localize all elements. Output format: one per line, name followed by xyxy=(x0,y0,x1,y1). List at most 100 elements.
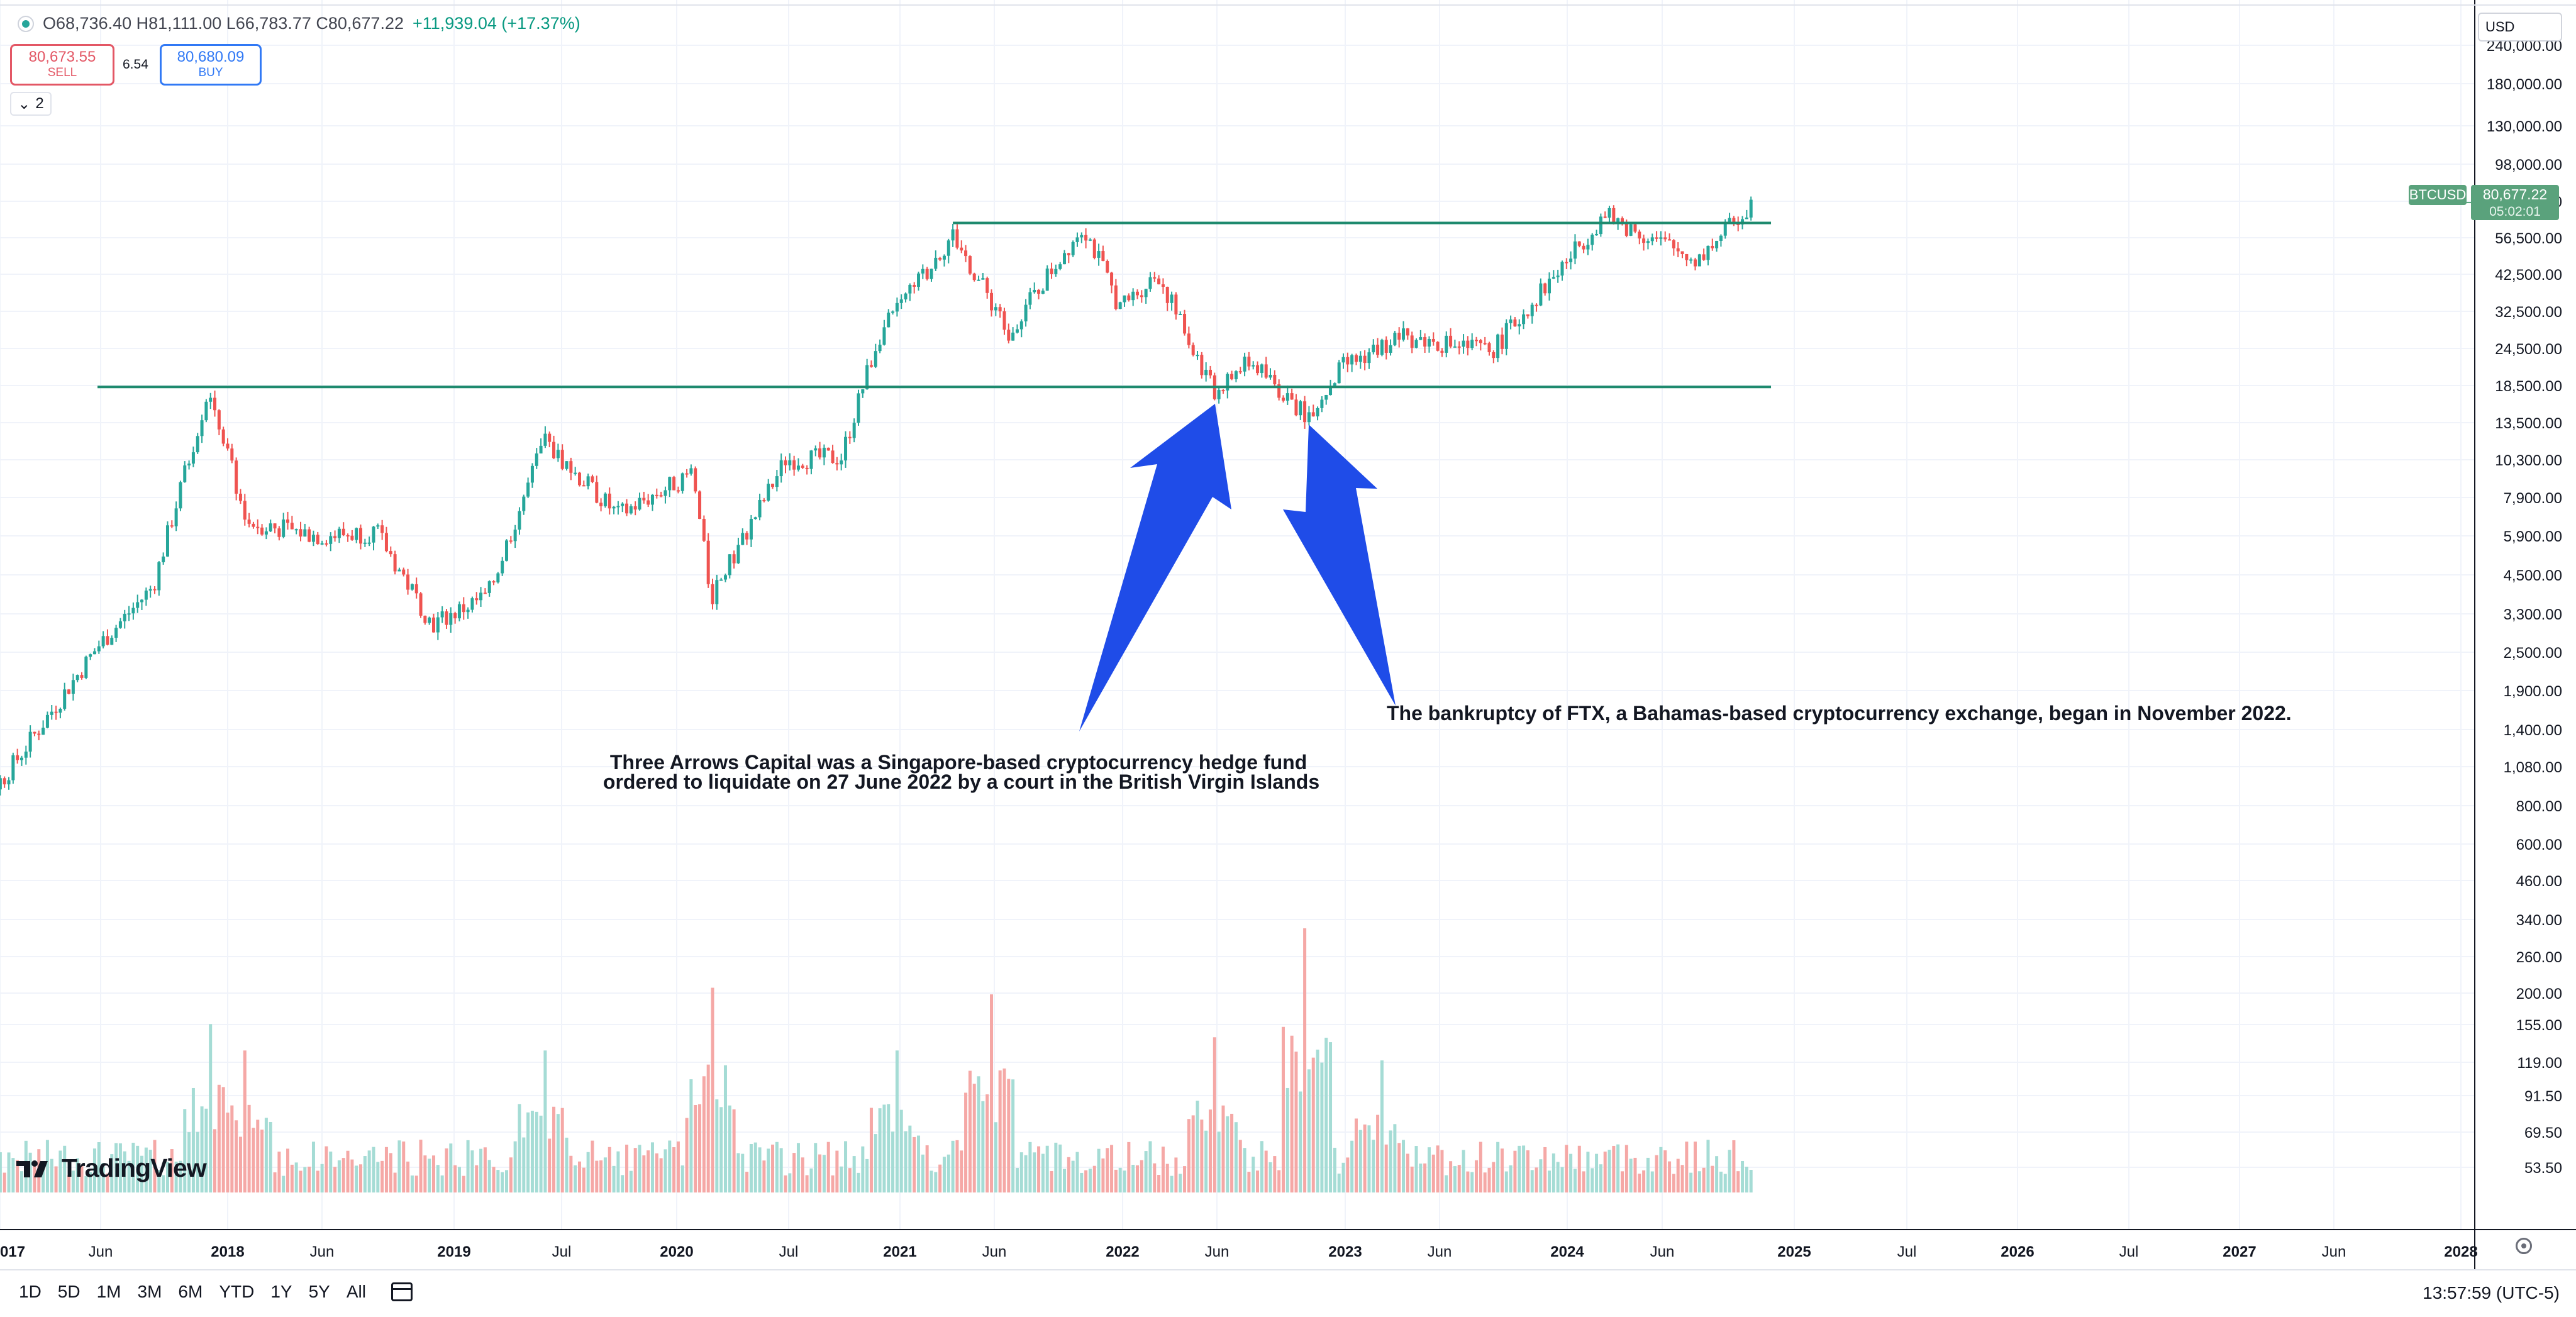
volume-bar xyxy=(981,1101,985,1192)
candle-body xyxy=(24,751,28,758)
candle-body xyxy=(131,608,135,614)
candle-body xyxy=(1303,401,1307,423)
volume-bar xyxy=(1577,1145,1581,1192)
volume-bar xyxy=(917,1135,921,1192)
volume-bar xyxy=(865,1159,869,1192)
price-tag-symbol: BTCUSD xyxy=(2409,187,2466,203)
volume-bar xyxy=(1260,1141,1263,1192)
volume-bar xyxy=(938,1164,942,1192)
volume-bar xyxy=(1144,1151,1148,1192)
range-1m-button[interactable]: 1M xyxy=(96,1282,121,1301)
volume-bar xyxy=(191,1087,195,1192)
candle-body xyxy=(1028,292,1032,305)
range-1y-button[interactable]: 1Y xyxy=(270,1282,292,1301)
range-6m-button[interactable]: 6M xyxy=(178,1282,203,1301)
candle-body xyxy=(650,494,654,505)
candle-body xyxy=(3,778,6,785)
candle-body xyxy=(1019,321,1023,330)
candle-body xyxy=(1646,241,1650,243)
volume-bar xyxy=(775,1142,779,1192)
candle-body xyxy=(543,433,547,446)
x-tick-label: Jun xyxy=(310,1243,335,1260)
candle-body xyxy=(1380,340,1384,355)
volume-bar xyxy=(913,1136,916,1192)
volume-bar xyxy=(80,1165,84,1192)
x-tick-label: Jul xyxy=(552,1243,572,1260)
volume-bar xyxy=(1492,1162,1496,1192)
volume-bar xyxy=(1676,1159,1680,1192)
volume-bar xyxy=(1642,1170,1646,1192)
candle-body xyxy=(1406,328,1409,336)
volume-bar xyxy=(1633,1157,1637,1192)
y-tick-label: 460.00 xyxy=(2516,873,2562,890)
volume-bar xyxy=(200,1106,204,1192)
calendar-icon[interactable] xyxy=(391,1282,413,1301)
volume-bar xyxy=(921,1154,924,1192)
x-tick-label: 2018 xyxy=(211,1243,244,1260)
candle-body xyxy=(1140,295,1143,297)
tradingview-logo[interactable]: TradingView xyxy=(15,1153,207,1183)
candle-body xyxy=(625,503,629,514)
candle-body xyxy=(647,500,650,505)
range-5d-button[interactable]: 5D xyxy=(57,1282,80,1301)
currency-select[interactable]: USD xyxy=(2478,13,2562,42)
candle-body xyxy=(1346,357,1350,365)
range-ytd-button[interactable]: YTD xyxy=(219,1282,255,1301)
volume-bar xyxy=(260,1130,264,1192)
volume-bar xyxy=(689,1079,693,1192)
buy-button[interactable]: 80,680.09 BUY xyxy=(160,44,262,86)
volume-bar xyxy=(63,1145,67,1192)
volume-bar xyxy=(1196,1101,1199,1192)
candle-body xyxy=(728,554,731,575)
candle-body xyxy=(1033,289,1036,292)
volume-bar xyxy=(1123,1170,1126,1192)
sell-button[interactable]: 80,673.55 SELL xyxy=(10,44,114,86)
volume-bar xyxy=(445,1148,448,1192)
candle-body xyxy=(1462,340,1465,347)
volume-bar xyxy=(1745,1167,1748,1192)
range-all-button[interactable]: All xyxy=(346,1282,366,1301)
candle-body xyxy=(758,499,762,518)
volume-bar xyxy=(942,1157,946,1192)
candle-body xyxy=(1221,390,1225,392)
volume-bar xyxy=(711,987,714,1192)
volume-bar xyxy=(1685,1142,1689,1192)
candle-body xyxy=(1011,332,1015,341)
volume-bar xyxy=(1135,1165,1139,1192)
candle-body xyxy=(1277,384,1281,398)
volume-bar xyxy=(569,1155,573,1192)
candle-body xyxy=(144,591,148,600)
gear-icon[interactable] xyxy=(2516,1238,2532,1254)
candle-body xyxy=(1208,369,1212,375)
candle-body xyxy=(1423,337,1427,347)
volume-bar xyxy=(1453,1166,1457,1192)
candle-body xyxy=(1015,329,1019,333)
x-tick-label: Jul xyxy=(2119,1243,2139,1260)
candle-body xyxy=(196,436,199,453)
volume-bar xyxy=(1269,1162,1272,1192)
candle-body xyxy=(1624,223,1628,236)
candle-body xyxy=(1672,240,1675,248)
candle-body xyxy=(209,397,213,402)
volume-bar xyxy=(1217,1131,1221,1192)
volume-bar xyxy=(1097,1148,1101,1192)
range-3m-button[interactable]: 3M xyxy=(137,1282,162,1301)
candle-body xyxy=(479,592,483,601)
volume-bar xyxy=(1106,1148,1109,1192)
candle-body xyxy=(1736,223,1740,225)
candle-body xyxy=(891,311,895,313)
visibility-toggle-icon[interactable] xyxy=(18,15,34,32)
candle-body xyxy=(63,689,67,709)
indicators-toggle[interactable]: ⌄ 2 xyxy=(10,92,52,116)
volume-bar xyxy=(586,1152,590,1192)
range-1d-button[interactable]: 1D xyxy=(19,1282,42,1301)
range-5y-button[interactable]: 5Y xyxy=(308,1282,330,1301)
candle-body xyxy=(1080,235,1084,238)
candle-body xyxy=(1183,314,1187,334)
candle-body xyxy=(672,477,676,491)
candle-body xyxy=(1414,340,1418,348)
candle-body xyxy=(213,397,217,411)
volume-bar xyxy=(483,1147,487,1192)
candle-body xyxy=(1715,240,1719,248)
